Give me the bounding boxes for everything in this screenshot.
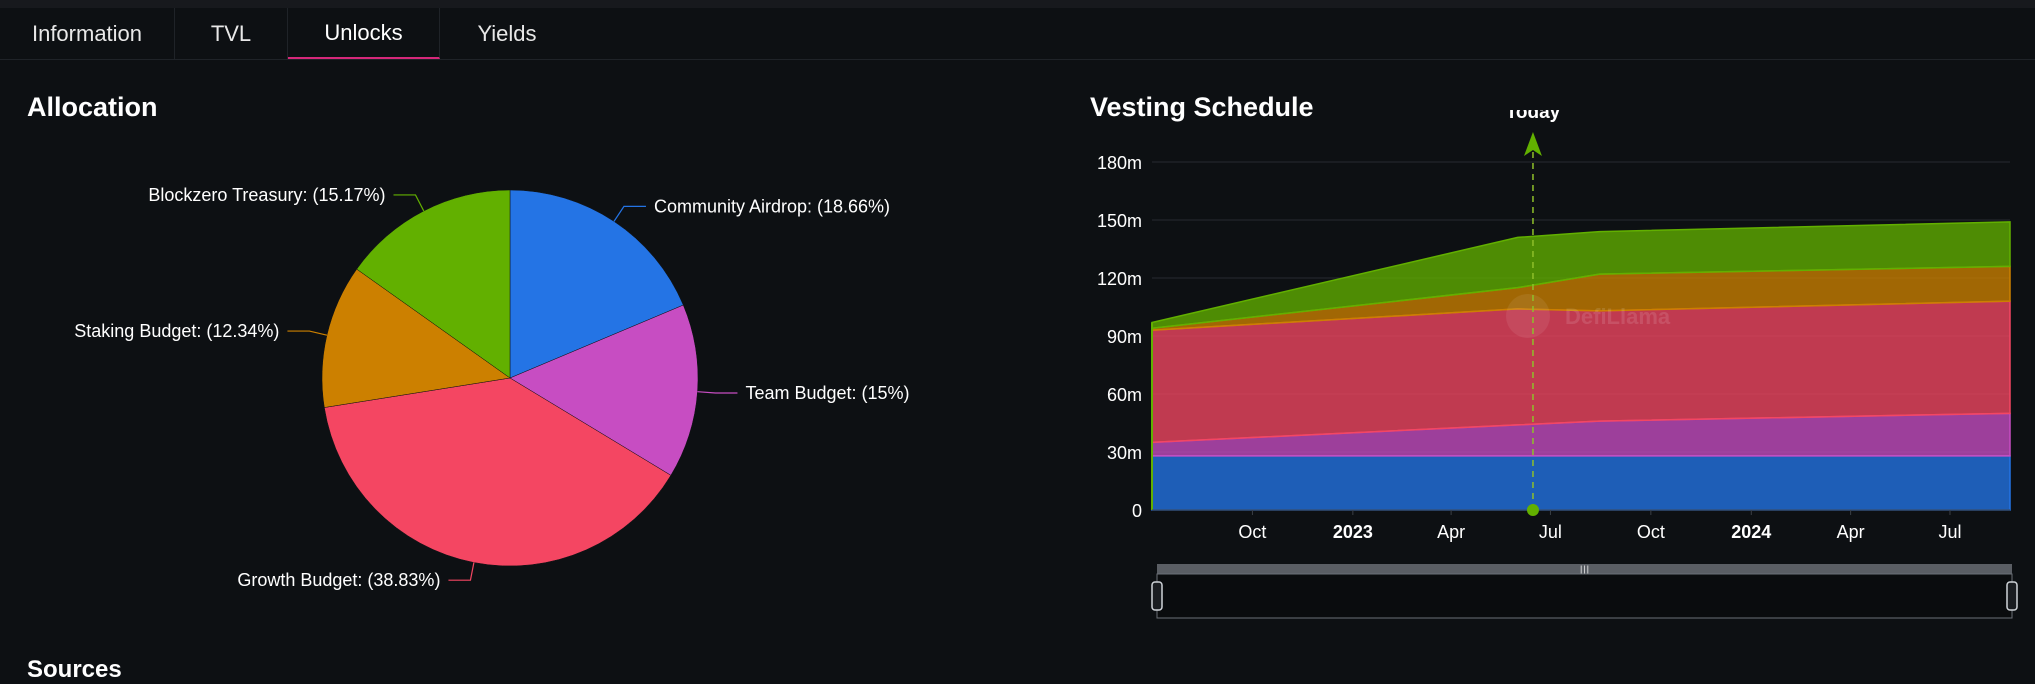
x-tick-label: 2024 bbox=[1731, 522, 1771, 542]
today-dot[interactable] bbox=[1526, 504, 1539, 516]
x-tick-label: Jul bbox=[1539, 522, 1562, 542]
zoom-range-handle[interactable] bbox=[1151, 581, 1163, 611]
today-arrow-icon bbox=[1523, 132, 1542, 156]
zoom-range-handle[interactable] bbox=[2006, 581, 2018, 611]
watermark-icon bbox=[1506, 294, 1550, 338]
pie-label-line bbox=[697, 391, 738, 394]
x-tick-label: Apr bbox=[1437, 522, 1465, 542]
y-tick-label: 60m bbox=[1107, 385, 1142, 405]
area-series bbox=[1151, 455, 2011, 511]
allocation-title: Allocation bbox=[27, 92, 158, 122]
pie-slice-label: Blockzero Treasury: (15.17%) bbox=[148, 185, 385, 205]
zoom-slider-handle-bar[interactable] bbox=[1157, 564, 2012, 574]
zoom-slider-track[interactable] bbox=[1156, 573, 2013, 619]
top-strip bbox=[0, 0, 2035, 8]
today-label: Today bbox=[1506, 110, 1561, 123]
tab-yields[interactable]: Yields bbox=[477, 20, 537, 46]
tab-information[interactable]: Information bbox=[0, 8, 175, 59]
pie-slice[interactable] bbox=[321, 268, 511, 408]
pie-label-line bbox=[613, 205, 646, 222]
tab-bar: Information TVL Unlocks Yields bbox=[0, 8, 2035, 60]
y-tick-label: 0 bbox=[1132, 501, 1142, 521]
sources-heading: Sources bbox=[27, 656, 122, 683]
y-tick-label: 150m bbox=[1097, 211, 1142, 231]
y-tick-label: 120m bbox=[1097, 269, 1142, 289]
pie-slice-label: Growth Budget: (38.83%) bbox=[237, 570, 440, 590]
y-tick-label: 30m bbox=[1107, 443, 1142, 463]
watermark-logo: DefiLlama bbox=[1565, 304, 1671, 329]
allocation-pie-chart: Community Airdrop: (18.66%) Team Budget: … bbox=[74, 185, 909, 590]
pie-slice-label: Team Budget: (15%) bbox=[745, 383, 909, 403]
x-tick-label: Oct bbox=[1238, 522, 1266, 542]
pie-slice-label: Staking Budget: (12.34%) bbox=[74, 321, 279, 341]
vesting-schedule-chart: 0 30m 60m 90m 120m 150m 180m DefiLlama Oct 2023 Ap… bbox=[1097, 110, 2018, 619]
tab-unlocks[interactable]: Unlocks bbox=[288, 8, 440, 59]
x-tick-label: Jul bbox=[1938, 522, 1961, 542]
pie-slice[interactable] bbox=[324, 377, 672, 567]
tab-tvl[interactable]: TVL bbox=[175, 8, 288, 59]
pie-slice-label: Community Airdrop: (18.66%) bbox=[654, 196, 890, 216]
vesting-schedule-title: Vesting Schedule bbox=[1090, 92, 1314, 122]
pie-label-line bbox=[287, 330, 328, 336]
x-tick-label: 2023 bbox=[1333, 522, 1373, 542]
pie-label-line bbox=[393, 194, 425, 212]
y-tick-label: 180m bbox=[1097, 153, 1142, 173]
y-tick-label: 90m bbox=[1107, 327, 1142, 347]
zoom-grip-icon[interactable]: ||| bbox=[1579, 565, 1589, 576]
area-series bbox=[1151, 221, 2011, 330]
x-tick-label: Apr bbox=[1837, 522, 1865, 542]
pie-label-line bbox=[448, 562, 475, 581]
x-tick-label: Oct bbox=[1637, 522, 1665, 542]
